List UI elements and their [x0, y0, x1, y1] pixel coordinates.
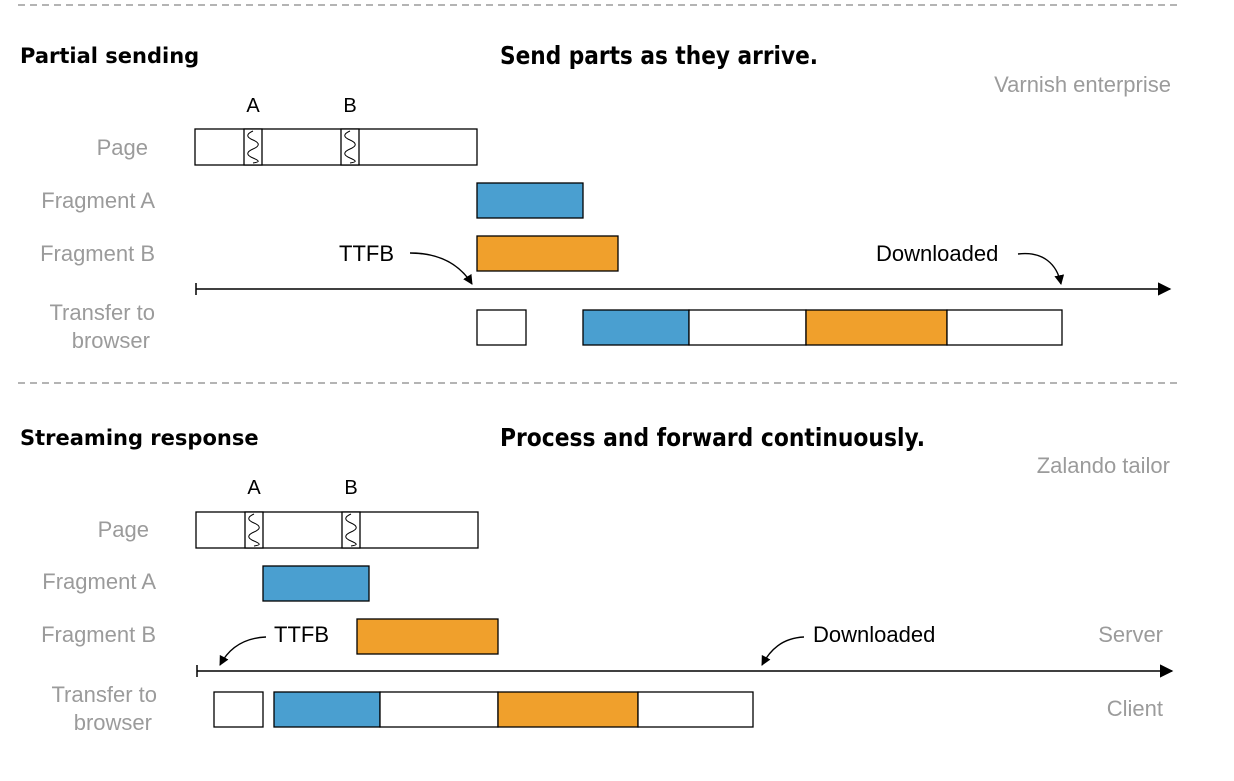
transfer-block-fragment-a: [582, 309, 690, 346]
section-title: Partial sending: [20, 44, 199, 68]
fragment-b-bar: [356, 618, 499, 655]
transfer-block-head: [213, 691, 264, 728]
page-bar: [195, 511, 479, 549]
placeholder-a: [243, 128, 263, 166]
ttfb-label: TTFB: [339, 241, 394, 266]
fragment-a-bar: [476, 182, 584, 219]
placeholder-a: [244, 511, 264, 549]
marker-b-label: B: [344, 477, 357, 499]
row-label-transfer-line2: browser: [72, 328, 150, 353]
transfer-block-fragment-a: [273, 691, 381, 728]
placeholder-b: [340, 128, 360, 166]
downloaded-label: Downloaded: [876, 241, 998, 266]
tool-label: Varnish enterprise: [994, 72, 1171, 97]
fragment-b-bar: [476, 235, 619, 272]
row-label-fragment-a: Fragment A: [41, 188, 155, 213]
ttfb-label: TTFB: [274, 622, 329, 647]
tool-label: Zalando tailor: [1037, 453, 1170, 478]
downloaded-arrow: [1017, 252, 1065, 285]
row-label-transfer-line2: browser: [74, 710, 152, 735]
client-label: Client: [1107, 696, 1163, 721]
server-label: Server: [1098, 622, 1163, 647]
row-label-fragment-a: Fragment A: [42, 569, 156, 594]
placeholder-b: [341, 511, 361, 549]
downloaded-label: Downloaded: [813, 622, 935, 647]
downloaded-arrow: [761, 636, 805, 666]
marker-b-label: B: [343, 95, 356, 117]
row-label-fragment-b: Fragment B: [40, 241, 155, 266]
headline: Process and forward continuously.: [500, 423, 925, 452]
fragment-a-bar: [262, 565, 370, 602]
page-bar: [194, 128, 478, 166]
row-label-page: Page: [97, 135, 148, 160]
row-label-page: Page: [98, 517, 149, 542]
transfer-block-page-middle: [688, 309, 807, 346]
transfer-block-fragment-b: [497, 691, 639, 728]
headline: Send parts as they arrive.: [500, 41, 818, 70]
streaming-response-section: Streaming response Process and forward c…: [20, 423, 1174, 735]
transfer-block-fragment-b: [805, 309, 948, 346]
marker-a-label: A: [246, 95, 260, 117]
row-label-transfer-line1: Transfer to: [51, 682, 157, 707]
transfer-block-page-middle: [379, 691, 499, 728]
ttfb-arrow: [219, 636, 267, 666]
section-title: Streaming response: [20, 426, 259, 450]
transfer-block-page-tail: [946, 309, 1063, 346]
transfer-block-head: [476, 309, 527, 346]
transfer-block-page-tail: [637, 691, 754, 728]
row-label-fragment-b: Fragment B: [41, 622, 156, 647]
ttfb-arrow: [409, 252, 473, 285]
row-label-transfer-line1: Transfer to: [49, 300, 155, 325]
marker-a-label: A: [247, 477, 261, 499]
partial-sending-section: Partial sending Send parts as they arriv…: [20, 41, 1172, 353]
